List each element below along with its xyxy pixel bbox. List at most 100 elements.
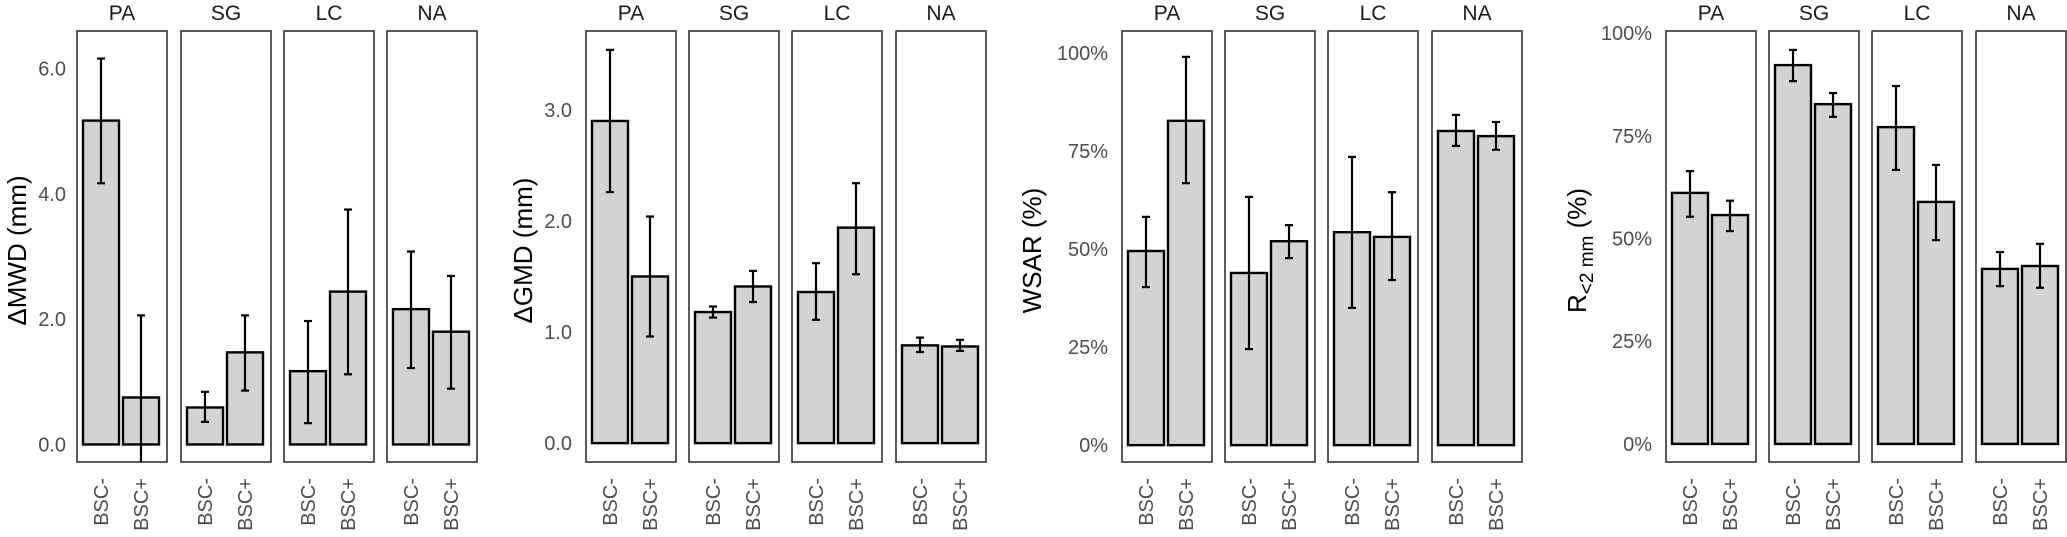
facet-sg: SG BSC- BSC+ — [688, 2, 780, 531]
facet-label: LC — [824, 2, 851, 25]
x-tick-label: BSC+ — [1176, 478, 1198, 531]
facet-na: NA BSC- BSC+ — [386, 2, 478, 531]
y-tick-label: 6.0 — [38, 59, 66, 81]
y-tick-label: 0% — [1079, 435, 1108, 457]
bar — [1876, 125, 1916, 446]
x-tick-label: BSC+ — [2030, 478, 2052, 531]
x-tick-label: BSC+ — [131, 478, 153, 531]
bar — [2020, 264, 2060, 446]
facet-pa: PA BSC- BSC+ — [585, 2, 677, 531]
y-tick-label: 0.0 — [544, 433, 572, 455]
facet-label: SG — [1255, 2, 1285, 25]
y-tick-label: 100% — [1057, 43, 1108, 65]
y-tick-label: 4.0 — [38, 184, 66, 206]
facet-label: LC — [1360, 2, 1387, 25]
y-tick-label: 75% — [1612, 126, 1652, 148]
x-tick-label: BSC- — [806, 478, 828, 526]
x-tick-label: BSC- — [703, 478, 725, 526]
y-tick-label: 2.0 — [544, 211, 572, 233]
x-tick-label: BSC+ — [1382, 478, 1404, 531]
bar — [1436, 129, 1476, 447]
x-tick-label: BSC- — [1136, 478, 1158, 526]
chart-4: R<2 mm (%) 0% 25% 50% 75% 100% PA BSC- BSC+ SG BSC… — [1562, 2, 2067, 531]
bar — [1269, 240, 1309, 447]
bar — [733, 285, 773, 445]
x-tick-label: BSC+ — [1926, 478, 1948, 531]
facet-label: PA — [1154, 2, 1180, 25]
chart-1: ΔMWD (mm) 0.0 2.0 4.0 6.0 PA BSC- BSC+ SG BSC- BSC… — [2, 2, 478, 531]
x-tick-label: BSC+ — [640, 478, 662, 531]
y-tick-label: 25% — [1612, 331, 1652, 353]
x-tick-label: BSC- — [1783, 478, 1805, 526]
facet-label: NA — [417, 2, 446, 25]
x-tick-label: BSC- — [298, 478, 320, 526]
y-tick-label: 100% — [1601, 23, 1652, 45]
x-tick-label: BSC+ — [743, 478, 765, 531]
x-tick-label: BSC- — [600, 478, 622, 526]
facet-lc: LC BSC- BSC+ — [791, 2, 883, 531]
x-tick-label: BSC- — [1886, 478, 1908, 526]
y-axis-title: ΔMWD (mm) — [2, 175, 32, 325]
facet-na: NA BSC- BSC+ — [1431, 2, 1523, 531]
x-tick-label: BSC+ — [1823, 478, 1845, 531]
x-tick-label: BSC+ — [1720, 478, 1742, 531]
y-tick-label: 75% — [1068, 141, 1108, 163]
bar — [940, 345, 980, 445]
y-axis-title: ΔGMD (mm) — [508, 178, 538, 324]
x-tick-label: BSC+ — [846, 478, 868, 531]
bar — [1813, 102, 1853, 446]
bar — [1670, 191, 1710, 446]
facet-lc: LC BSC- BSC+ — [1327, 2, 1419, 531]
y-tick-label: 25% — [1068, 337, 1108, 359]
x-tick-label: BSC- — [910, 478, 932, 526]
facet-sg: SG BSC- BSC+ — [1768, 2, 1860, 531]
facet-label: SG — [211, 2, 241, 25]
x-tick-label: BSC+ — [1279, 478, 1301, 531]
facet-label: NA — [2006, 2, 2035, 25]
facet-pa: PA BSC- BSC+ — [1121, 2, 1213, 531]
y-tick-label: 3.0 — [544, 100, 572, 122]
y-tick-label: 0% — [1623, 434, 1652, 456]
chart-3: WSAR (%) 0% 25% 50% 75% 100% PA BSC- BSC+ SG BSC- B… — [1017, 2, 1523, 531]
y-axis-title: R<2 mm (%) — [1562, 188, 1598, 313]
facet-na: NA BSC- BSC+ — [895, 2, 987, 531]
y-axis-title: WSAR (%) — [1017, 188, 1047, 314]
facet-lc: LC BSC- BSC+ — [283, 2, 375, 531]
facet-na: NA BSC- BSC+ — [1975, 2, 2067, 531]
x-tick-label: BSC+ — [1486, 478, 1508, 531]
chart-2: ΔGMD (mm) 0.0 1.0 2.0 3.0 PA BSC- BSC+ SG BSC- BSC… — [508, 2, 987, 531]
bar — [1980, 267, 2020, 446]
bar — [1166, 119, 1206, 447]
facet-label: PA — [618, 2, 644, 25]
y-tick-label: 50% — [1068, 239, 1108, 261]
x-tick-label: BSC+ — [235, 478, 257, 531]
facet-label: LC — [316, 2, 343, 25]
facet-label: SG — [719, 2, 749, 25]
x-tick-label: BSC- — [1239, 478, 1261, 526]
x-tick-label: BSC- — [401, 478, 423, 526]
facet-sg: SG BSC- BSC+ — [1224, 2, 1316, 531]
bar — [900, 344, 940, 445]
x-tick-label: BSC- — [1680, 478, 1702, 526]
facet-label: PA — [1698, 2, 1724, 25]
facet-label: PA — [109, 2, 135, 25]
x-tick-label: BSC- — [1446, 478, 1468, 526]
x-tick-label: BSC+ — [441, 478, 463, 531]
facet-label: LC — [1904, 2, 1931, 25]
x-tick-label: BSC- — [195, 478, 217, 526]
bar — [1710, 213, 1750, 446]
x-tick-label: BSC+ — [950, 478, 972, 531]
facet-pa: PA BSC- BSC+ — [1665, 2, 1757, 531]
y-tick-label: 0.0 — [38, 434, 66, 456]
facet-label: SG — [1799, 2, 1829, 25]
facet-pa: PA BSC- BSC+ — [76, 2, 168, 531]
x-tick-label: BSC+ — [338, 478, 360, 531]
x-tick-label: BSC- — [1990, 478, 2012, 526]
facet-label: NA — [926, 2, 955, 25]
facet-label: NA — [1462, 2, 1491, 25]
y-tick-label: 50% — [1612, 228, 1652, 250]
y-tick-label: 1.0 — [544, 322, 572, 344]
bar — [693, 310, 733, 445]
bar — [1773, 63, 1813, 446]
